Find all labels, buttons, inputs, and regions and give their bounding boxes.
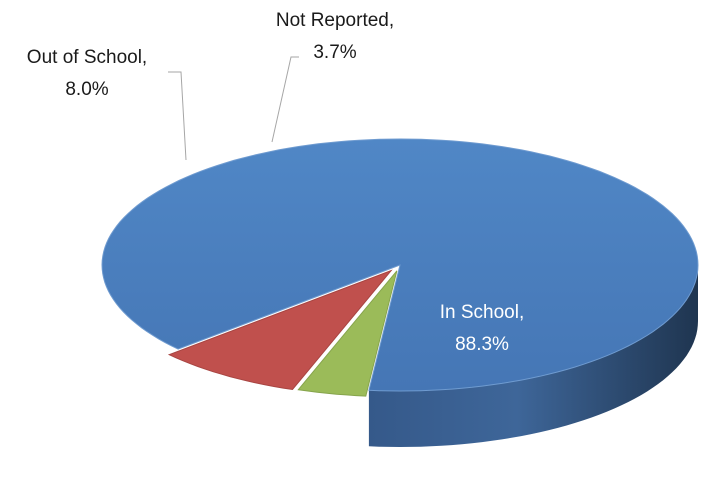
slice-in-school	[101, 138, 699, 392]
label-out-of-school-category: Out of School,	[27, 47, 147, 68]
label-in-school-value: 88.3%	[455, 334, 509, 355]
label-in-school-category: In School,	[440, 302, 525, 323]
slice-out-of-school	[167, 269, 393, 391]
slice-side-in-school	[368, 265, 698, 447]
slice-not-reported	[297, 270, 398, 397]
leader-line-out-of-school	[168, 71, 187, 161]
label-not-reported-value: 3.7%	[313, 42, 356, 63]
label-not-reported-category: Not Reported,	[276, 10, 394, 31]
label-out-of-school-value: 8.0%	[65, 79, 108, 100]
leader-line-not-reported	[271, 56, 299, 143]
